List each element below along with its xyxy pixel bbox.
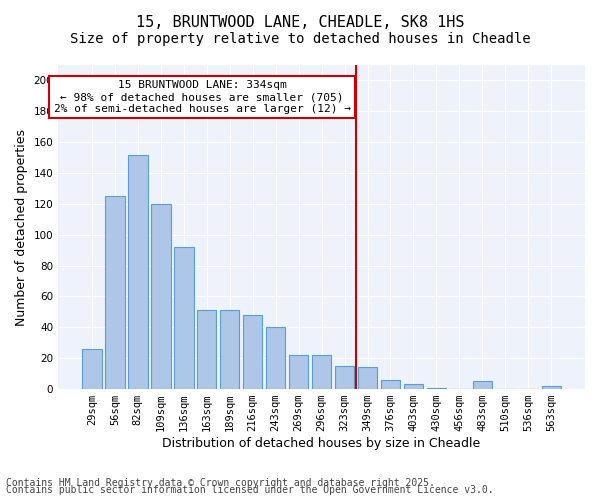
Bar	[542, 386, 561, 389]
Bar	[105, 196, 125, 389]
Bar	[128, 154, 148, 389]
Bar	[473, 382, 492, 389]
X-axis label: Distribution of detached houses by size in Cheadle: Distribution of detached houses by size …	[163, 437, 481, 450]
Text: 15 BRUNTWOOD LANE: 334sqm
← 98% of detached houses are smaller (705)
2% of semi-: 15 BRUNTWOOD LANE: 334sqm ← 98% of detac…	[53, 80, 350, 114]
Bar	[358, 368, 377, 389]
Bar	[220, 310, 239, 389]
Bar	[427, 388, 446, 389]
Text: Contains HM Land Registry data © Crown copyright and database right 2025.: Contains HM Land Registry data © Crown c…	[6, 478, 435, 488]
Text: Size of property relative to detached houses in Cheadle: Size of property relative to detached ho…	[70, 32, 530, 46]
Bar	[335, 366, 355, 389]
Bar	[289, 355, 308, 389]
Bar	[174, 247, 194, 389]
Y-axis label: Number of detached properties: Number of detached properties	[15, 128, 28, 326]
Text: 15, BRUNTWOOD LANE, CHEADLE, SK8 1HS: 15, BRUNTWOOD LANE, CHEADLE, SK8 1HS	[136, 15, 464, 30]
Bar	[82, 349, 101, 389]
Bar	[381, 380, 400, 389]
Bar	[266, 328, 286, 389]
Bar	[312, 355, 331, 389]
Bar	[243, 315, 262, 389]
Bar	[197, 310, 217, 389]
Bar	[151, 204, 170, 389]
Text: Contains public sector information licensed under the Open Government Licence v3: Contains public sector information licen…	[6, 485, 494, 495]
Bar	[404, 384, 423, 389]
